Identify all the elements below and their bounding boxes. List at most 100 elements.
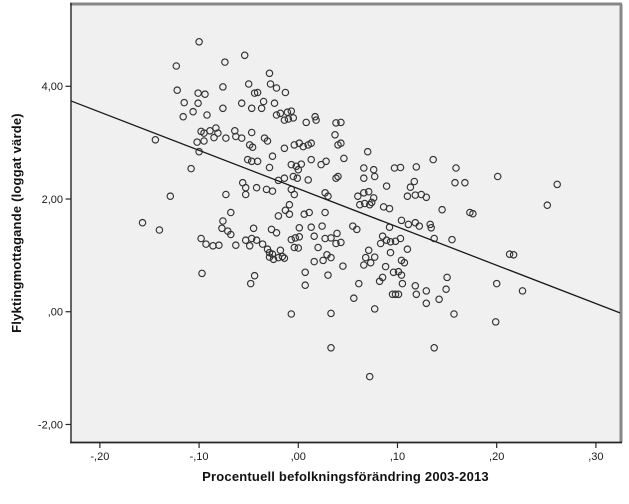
data-point <box>280 254 289 262</box>
data-point <box>214 129 222 137</box>
data-point <box>448 235 456 244</box>
data-point <box>295 224 304 232</box>
data-point <box>285 210 294 218</box>
data-point <box>173 86 181 94</box>
data-point <box>350 294 358 302</box>
data-point <box>410 177 419 186</box>
data-point <box>443 273 451 282</box>
data-point <box>340 154 348 163</box>
data-point <box>333 229 341 238</box>
data-point <box>253 157 262 166</box>
data-point <box>356 200 364 209</box>
data-point <box>321 208 329 217</box>
data-point <box>252 183 261 192</box>
data-point <box>461 178 469 187</box>
data-point <box>247 128 256 137</box>
data-point <box>363 147 372 156</box>
data-point <box>285 200 294 209</box>
data-point <box>311 112 319 121</box>
fit-line <box>70 100 621 314</box>
data-point <box>339 262 347 270</box>
data-point <box>290 243 299 252</box>
data-point <box>305 208 313 217</box>
data-point <box>302 118 310 127</box>
data-point <box>378 232 387 240</box>
data-point <box>327 253 335 262</box>
data-point <box>396 234 405 243</box>
data-point <box>366 258 375 267</box>
data-point <box>360 261 368 269</box>
data-point <box>200 137 208 145</box>
data-point <box>227 208 235 217</box>
data-point <box>360 189 368 197</box>
data-point <box>435 295 443 304</box>
data-point <box>505 250 514 258</box>
data-point <box>263 137 272 145</box>
data-point <box>426 220 434 229</box>
data-point <box>397 271 406 279</box>
data-point <box>269 255 278 264</box>
data-point <box>244 80 253 88</box>
data-point <box>376 239 385 248</box>
data-point <box>172 62 181 70</box>
data-point <box>382 236 391 244</box>
data-point <box>442 285 450 293</box>
data-point <box>294 165 303 174</box>
data-point <box>382 182 391 190</box>
data-point <box>492 279 501 288</box>
data-point <box>403 245 412 253</box>
data-point <box>195 38 203 46</box>
data-point <box>327 309 335 318</box>
data-point <box>327 344 335 352</box>
data-point <box>237 134 246 142</box>
data-point <box>294 244 303 252</box>
y-tick-label: -2,00 <box>38 419 63 431</box>
data-point <box>415 222 424 230</box>
data-point <box>364 187 373 196</box>
data-point <box>272 84 281 92</box>
data-point <box>299 142 307 151</box>
data-point <box>310 232 318 240</box>
data-point <box>394 290 403 299</box>
data-point <box>518 287 527 295</box>
data-point <box>332 119 340 127</box>
data-point <box>151 136 160 144</box>
data-point <box>307 139 315 147</box>
data-point <box>270 99 279 107</box>
data-point <box>365 200 374 209</box>
data-point <box>281 206 290 215</box>
data-point <box>391 290 400 299</box>
data-point <box>337 238 345 247</box>
data-point <box>243 155 252 164</box>
data-point <box>250 89 259 97</box>
data-point <box>274 212 283 220</box>
data-point <box>222 134 230 142</box>
data-point <box>332 174 340 182</box>
data-point <box>365 372 374 381</box>
data-point <box>324 192 332 200</box>
data-point <box>403 192 412 200</box>
data-point <box>354 192 362 200</box>
data-point <box>312 116 320 124</box>
data-point <box>304 176 312 184</box>
data-point <box>412 163 421 171</box>
data-point <box>248 143 257 151</box>
data-point <box>268 187 277 195</box>
data-point <box>422 299 431 308</box>
data-point <box>253 88 262 97</box>
data-point <box>386 238 395 246</box>
data-point <box>337 139 345 147</box>
data-point <box>212 124 220 132</box>
x-tick-label: -,10 <box>190 451 209 463</box>
data-point <box>429 155 437 164</box>
data-point <box>265 253 274 261</box>
data-point <box>450 310 458 318</box>
plot-area <box>71 4 620 443</box>
data-point <box>250 271 259 280</box>
data-point <box>331 131 339 139</box>
data-point <box>509 251 518 259</box>
data-point <box>318 222 326 230</box>
data-point <box>281 88 290 97</box>
data-point <box>246 279 255 288</box>
